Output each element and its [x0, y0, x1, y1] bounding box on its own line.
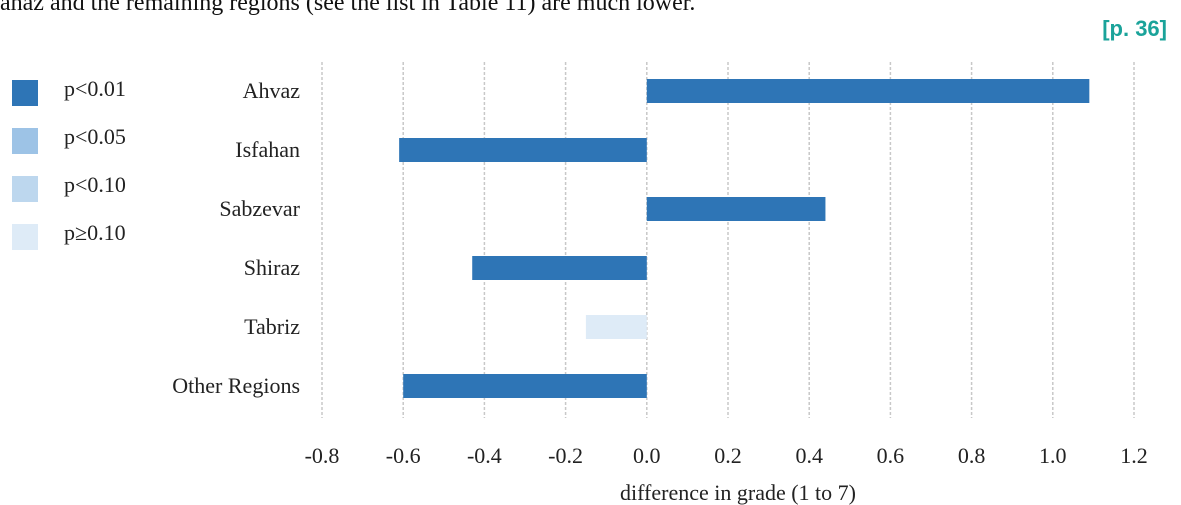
legend-swatch [12, 80, 38, 106]
page-reference-link[interactable]: [p. 36] [1102, 16, 1167, 41]
x-tick-label: -0.2 [548, 443, 583, 468]
bar [646, 197, 826, 221]
bar [585, 315, 647, 339]
legend-swatch [12, 176, 38, 202]
x-tick-label: 0.8 [958, 443, 986, 468]
bar [403, 374, 647, 398]
legend-swatch [12, 128, 38, 154]
category-label: Isfahan [235, 137, 300, 162]
clipped-body-text: ahaz and the remaining regions (see the … [0, 0, 696, 16]
x-tick-label: 0.0 [633, 443, 661, 468]
bar [472, 256, 647, 280]
legend-swatch [12, 224, 38, 250]
x-tick-label: -0.8 [305, 443, 340, 468]
x-tick-label: 1.0 [1039, 443, 1067, 468]
x-tick-label: -0.6 [386, 443, 421, 468]
x-tick-label: 0.2 [714, 443, 742, 468]
category-label: Shiraz [244, 255, 300, 280]
legend-label: p≥0.10 [64, 220, 126, 245]
x-tick-label: 0.6 [877, 443, 905, 468]
x-tick-label: 0.4 [795, 443, 823, 468]
category-label: Ahvaz [243, 78, 301, 103]
x-tick-label: 1.2 [1120, 443, 1148, 468]
x-axis-label: difference in grade (1 to 7) [620, 480, 856, 505]
legend-label: p<0.05 [64, 124, 126, 149]
bar [399, 138, 647, 162]
x-tick-label: -0.4 [467, 443, 502, 468]
legend-label: p<0.10 [64, 172, 126, 197]
category-label: Tabriz [244, 314, 300, 339]
legend-label: p<0.01 [64, 76, 126, 101]
category-label: Other Regions [172, 373, 300, 398]
category-label: Sabzevar [219, 196, 300, 221]
bar [646, 79, 1090, 103]
